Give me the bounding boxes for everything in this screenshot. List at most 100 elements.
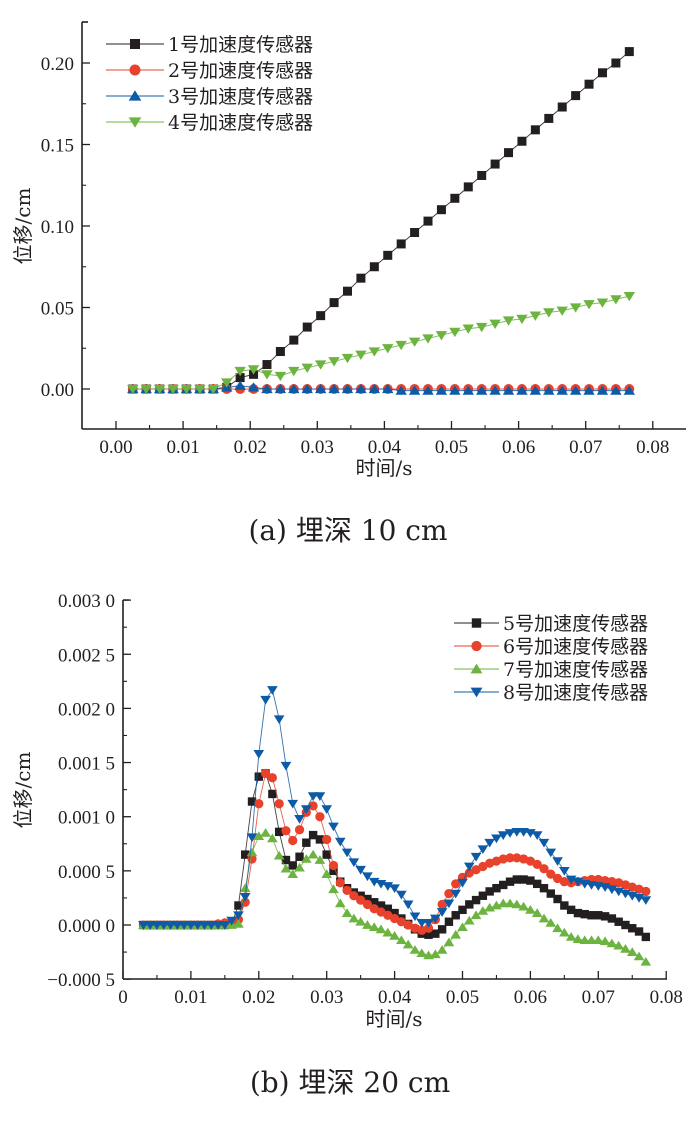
data-point	[531, 908, 543, 917]
data-point	[613, 940, 624, 950]
data-point	[641, 932, 651, 942]
x-tick-label: 0.07	[582, 987, 615, 1008]
x-tick-label: 0.04	[368, 437, 402, 458]
data-point	[262, 360, 272, 370]
legend-item: 4号加速度传感器	[106, 112, 313, 134]
data-point	[167, 384, 179, 395]
data-point	[334, 898, 346, 908]
chart-a-tick-labels: 0.00 0.01 0.02 0.03 0.04 0.05 0.06 0.07 0.08 0.00…	[41, 54, 670, 458]
data-point	[408, 385, 421, 395]
data-point	[504, 148, 514, 158]
data-point	[565, 932, 577, 941]
legend-marker-icon	[128, 90, 142, 101]
data-point	[583, 385, 595, 395]
data-point	[165, 921, 176, 930]
data-point	[261, 383, 273, 394]
data-point	[356, 895, 366, 905]
data-point	[443, 899, 455, 909]
data-point	[489, 319, 501, 329]
data-point	[395, 340, 407, 351]
data-point	[477, 170, 487, 180]
data-point	[294, 815, 305, 824]
data-point	[389, 884, 400, 894]
data-point	[368, 922, 380, 932]
data-point	[470, 852, 482, 862]
data-point	[362, 899, 373, 910]
chart-a-y-axis-title: 位移/cm	[11, 188, 35, 265]
x-tick-label: 0.05	[435, 437, 468, 458]
data-point	[349, 891, 359, 901]
data-point	[301, 805, 312, 814]
data-point	[409, 945, 421, 954]
data-point	[144, 921, 156, 930]
data-point	[579, 935, 591, 945]
chart-b-tick-labels: 0 0.01 0.02 0.03 0.04 0.05 0.06 0.07 0.08 −0.000 …	[47, 591, 683, 1008]
data-point	[158, 921, 170, 930]
data-point	[450, 929, 462, 939]
legend-marker-icon	[130, 39, 140, 49]
data-point	[253, 831, 265, 841]
data-point	[356, 273, 366, 283]
data-point	[430, 949, 441, 959]
data-point	[335, 878, 345, 888]
data-point	[499, 880, 508, 890]
data-point	[491, 834, 502, 844]
legend-label: 4号加速度传感器	[168, 112, 313, 134]
chart-b-caption: (b) 埋深 20 cm	[250, 1066, 450, 1099]
data-point	[478, 891, 488, 900]
data-point	[294, 825, 305, 835]
y-tick-label: 0.05	[41, 299, 74, 320]
data-point	[477, 845, 489, 855]
data-point	[247, 365, 260, 375]
data-point	[341, 353, 354, 364]
data-point	[526, 876, 535, 885]
data-point	[458, 905, 467, 915]
data-point	[315, 812, 325, 822]
data-point	[247, 382, 260, 392]
data-point	[502, 316, 515, 326]
data-point	[623, 291, 636, 302]
data-point	[274, 827, 284, 837]
data-point	[288, 383, 300, 394]
legend-item: 5号加速度传感器	[454, 613, 648, 635]
data-point	[545, 918, 557, 927]
data-point	[640, 896, 652, 905]
data-point	[396, 890, 407, 900]
data-point	[301, 854, 312, 863]
data-point	[457, 922, 468, 932]
data-point	[302, 322, 312, 332]
x-tick-label: 0.08	[650, 987, 683, 1008]
data-point	[329, 866, 338, 876]
data-point	[348, 858, 360, 868]
data-point	[607, 914, 617, 923]
data-point	[640, 956, 652, 966]
data-point	[492, 883, 501, 893]
y-tick-label: 0.10	[41, 217, 74, 238]
data-point	[362, 872, 373, 882]
chart-a: 0.00 0.01 0.02 0.03 0.04 0.05 0.06 0.07 0.08 0.00…	[11, 21, 686, 547]
data-point	[287, 799, 299, 809]
data-point	[316, 311, 326, 321]
data-point	[560, 901, 569, 910]
data-point	[596, 385, 609, 395]
data-point	[233, 911, 244, 921]
data-point	[383, 904, 393, 913]
x-tick-label: 0.08	[636, 437, 669, 458]
data-point	[151, 921, 163, 930]
x-tick-label: 0.01	[166, 437, 199, 458]
data-point	[451, 911, 460, 920]
legend-label: 3号加速度传感器	[168, 86, 313, 108]
data-point	[226, 916, 237, 926]
data-point	[511, 899, 523, 909]
legend-marker-icon	[470, 663, 483, 674]
legend-marker-icon	[128, 117, 142, 128]
data-point	[140, 384, 152, 395]
data-point	[489, 385, 501, 395]
y-tick-label: −0.000 5	[47, 970, 115, 991]
legend-item: 3号加速度传感器	[106, 86, 313, 108]
series-line	[132, 385, 630, 392]
data-point	[355, 350, 367, 360]
data-point	[322, 834, 332, 845]
data-point	[341, 848, 353, 858]
data-point	[566, 905, 576, 915]
